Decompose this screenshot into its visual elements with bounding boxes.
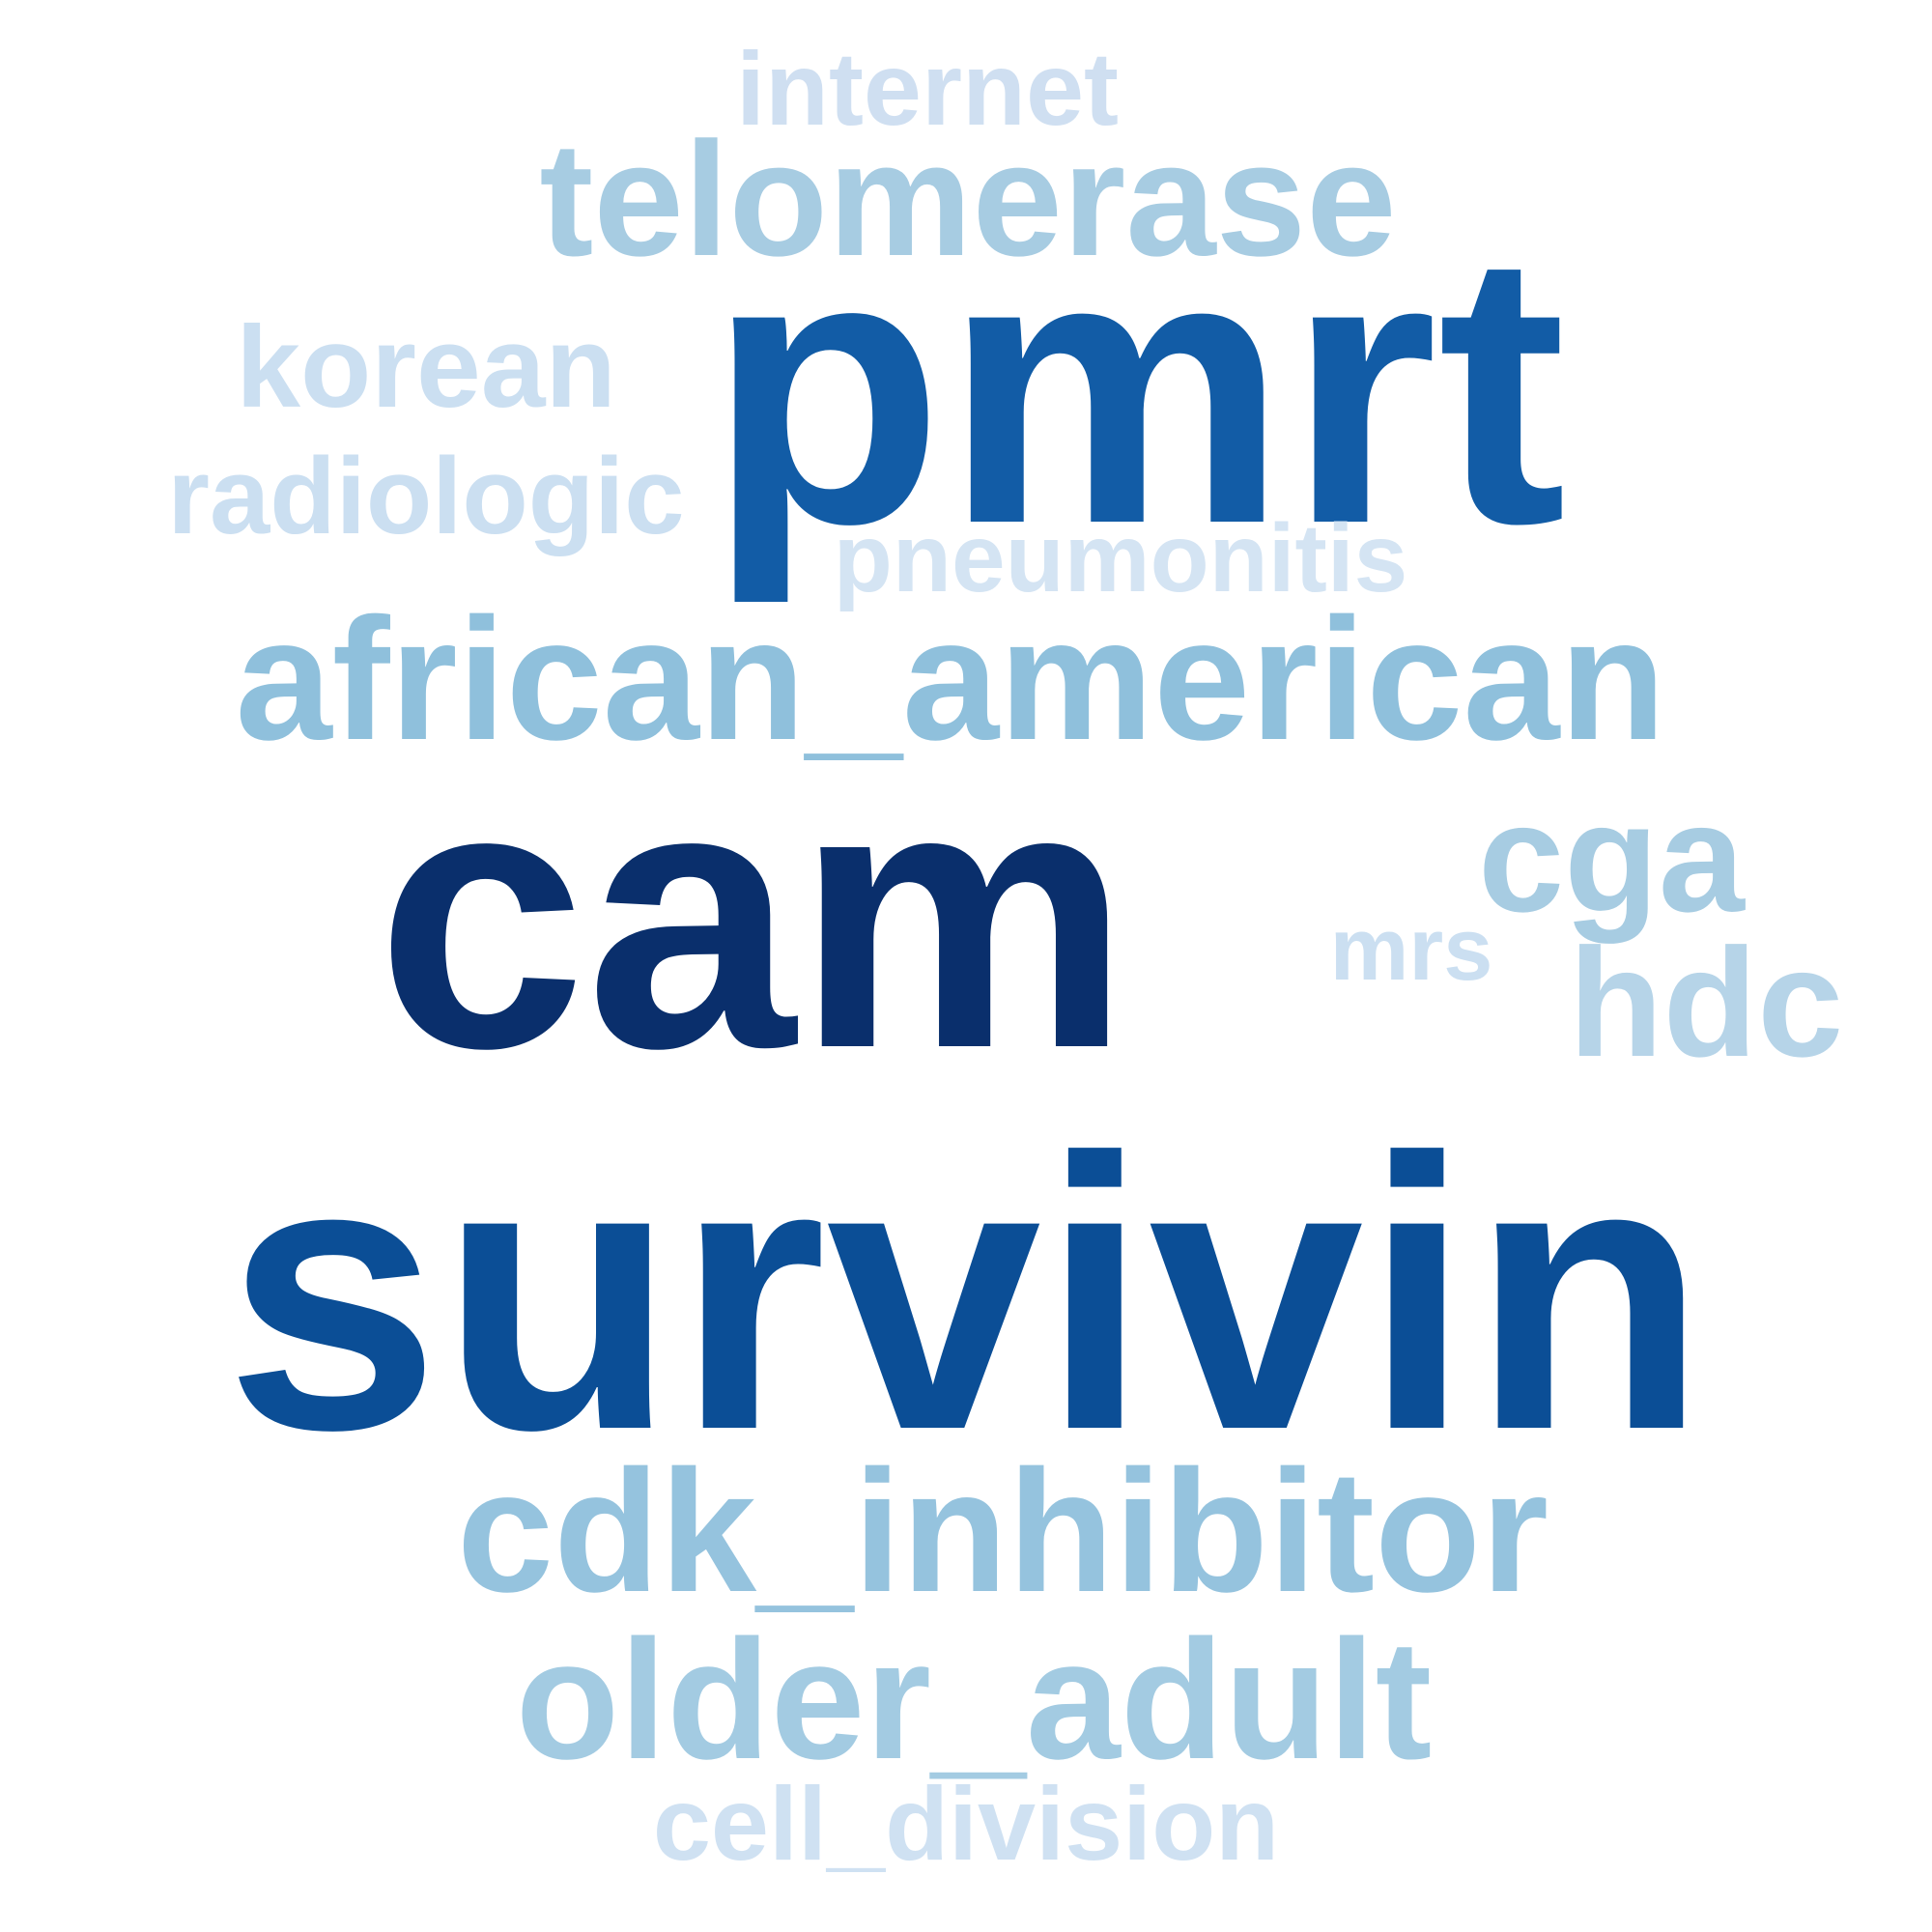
- word-telomerase: telomerase: [539, 108, 1397, 290]
- word-survivin: survivin: [225, 1078, 1707, 1510]
- word-cell-division: cell_division: [652, 1765, 1280, 1882]
- word-mrs: mrs: [1329, 900, 1493, 999]
- word-african-american: african_american: [235, 582, 1666, 777]
- word-korean: korean: [236, 302, 616, 432]
- word-pneumonitis: pneumonitis: [833, 504, 1408, 612]
- word-radiologic: radiologic: [167, 436, 685, 556]
- word-internet: internet: [735, 30, 1120, 147]
- word-hdc: hdc: [1568, 916, 1844, 1089]
- word-pmrt: pmrt: [707, 172, 1567, 604]
- word-cdk-inhibitor: cdk_inhibitor: [456, 1435, 1549, 1629]
- word-older-adult: older_adult: [515, 1605, 1433, 1795]
- word-cam: cam: [376, 705, 1131, 1126]
- word-cga: cga: [1478, 771, 1745, 944]
